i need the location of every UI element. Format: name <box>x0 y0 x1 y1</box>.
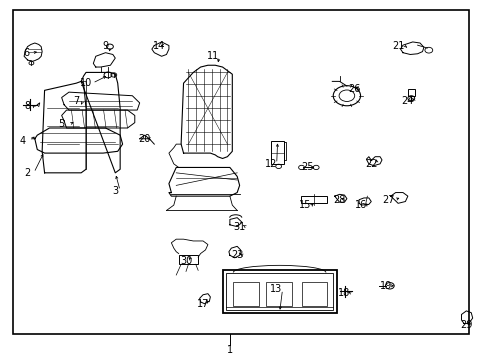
Text: 10: 10 <box>80 78 92 88</box>
Text: 6: 6 <box>23 48 29 58</box>
Text: 5: 5 <box>59 120 64 129</box>
Text: 21: 21 <box>391 41 404 50</box>
Text: 15: 15 <box>299 200 311 210</box>
Bar <box>266 282 291 306</box>
Text: 3: 3 <box>112 186 118 196</box>
Text: 4: 4 <box>20 136 26 145</box>
Text: 1: 1 <box>226 345 232 355</box>
Text: 27: 27 <box>381 195 394 205</box>
Text: 11: 11 <box>206 51 219 61</box>
Text: 23: 23 <box>230 250 243 260</box>
Text: 31: 31 <box>233 222 245 231</box>
Text: 7: 7 <box>73 96 79 106</box>
Text: 29: 29 <box>459 320 471 330</box>
Bar <box>178 255 198 264</box>
Text: 28: 28 <box>333 195 345 205</box>
Text: 14: 14 <box>153 41 165 50</box>
Text: 9: 9 <box>102 41 108 50</box>
Text: 8: 8 <box>24 102 31 112</box>
Bar <box>407 89 414 96</box>
Text: 17: 17 <box>197 299 209 309</box>
Text: 30: 30 <box>180 256 192 266</box>
Bar <box>222 270 336 313</box>
Text: 25: 25 <box>301 162 313 172</box>
Text: 19: 19 <box>379 281 391 291</box>
Text: 12: 12 <box>264 159 277 169</box>
Bar <box>271 140 283 164</box>
Text: 2: 2 <box>24 168 31 178</box>
Text: 13: 13 <box>269 284 282 294</box>
Bar <box>302 282 327 306</box>
Text: 22: 22 <box>364 159 377 169</box>
Text: 20: 20 <box>138 134 150 144</box>
Bar <box>233 282 258 306</box>
Text: 16: 16 <box>355 200 367 210</box>
Text: 18: 18 <box>338 288 350 298</box>
Bar <box>225 273 332 310</box>
Text: 26: 26 <box>347 84 360 94</box>
Bar <box>300 196 327 203</box>
Text: 24: 24 <box>401 96 413 106</box>
